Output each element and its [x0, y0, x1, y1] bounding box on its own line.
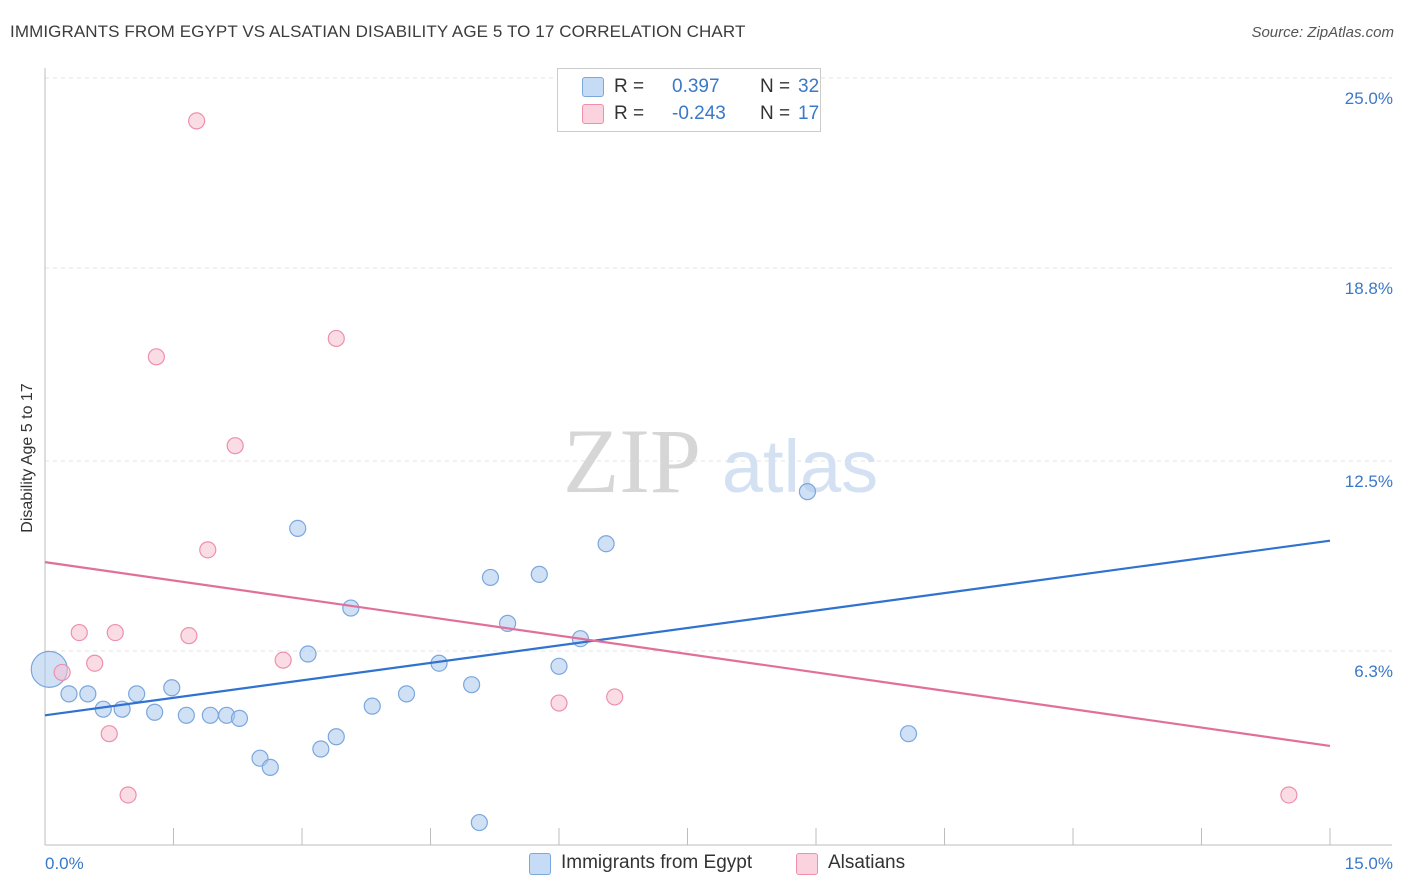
alsatian-point — [226, 437, 244, 455]
egypt-point — [342, 599, 360, 617]
alsatian-point — [147, 348, 165, 366]
egypt-point — [79, 685, 97, 703]
egypt-point — [550, 657, 568, 675]
legend-swatch-egypt — [529, 853, 551, 875]
egypt-point — [397, 685, 416, 703]
watermark: ZIP atlas — [563, 410, 878, 512]
alsatian-trend-line — [44, 561, 1331, 748]
n-label: N = — [760, 103, 791, 124]
egypt-point — [60, 685, 78, 703]
alsatian-point — [70, 623, 88, 642]
watermark-zip: ZIP — [563, 410, 701, 512]
egypt-point — [146, 703, 164, 721]
alsatian-point — [274, 651, 292, 669]
n-value: 32 — [798, 76, 820, 97]
egypt-point — [327, 728, 345, 746]
legend-swatch-alsatians — [796, 853, 818, 875]
alsatian-point — [1280, 786, 1298, 804]
grid-layer — [45, 77, 1392, 652]
legend-label-egypt: Immigrants from Egypt — [561, 852, 753, 873]
egypt-point — [177, 706, 195, 724]
stats-box: R = 0.397 N = 32 R = -0.243 N = 17 — [557, 68, 821, 132]
trend-layer — [44, 539, 1331, 748]
r-label: R = — [614, 103, 645, 124]
alsatian-point — [119, 786, 137, 804]
egypt-point — [163, 679, 181, 697]
egypt-point — [289, 519, 307, 538]
chart-title: IMMIGRANTS FROM EGYPT VS ALSATIAN DISABI… — [10, 22, 746, 41]
y-tick-label: 25.0% — [1345, 89, 1393, 108]
n-value: 17 — [798, 103, 820, 124]
egypt-point — [597, 535, 615, 553]
alsatian-point — [550, 694, 568, 712]
y-tick-label: 6.3% — [1354, 662, 1393, 681]
alsatian-point — [188, 112, 206, 130]
r-label: R = — [614, 76, 645, 97]
alsatian-point — [86, 654, 104, 672]
n-label: N = — [760, 76, 791, 97]
egypt-point — [798, 483, 817, 501]
tick-labels: 6.3% 12.5% 18.8% 25.0% 0.0% 15.0% — [45, 89, 1393, 873]
alsatian-point — [327, 329, 345, 348]
y-tick-label: 18.8% — [1345, 279, 1393, 298]
egypt-point — [899, 725, 918, 743]
egypt-point — [470, 813, 488, 832]
alsatian-point — [100, 725, 118, 743]
egypt-trend-line — [44, 539, 1331, 717]
alsatian-point — [106, 623, 124, 642]
egypt-point — [363, 697, 381, 715]
stats-swatch-egypt — [582, 77, 604, 97]
stats-swatch-alsatians — [582, 104, 604, 124]
egypt-point — [481, 568, 500, 587]
egypt-point — [128, 685, 146, 703]
egypt-point — [230, 709, 249, 727]
egypt-point — [312, 740, 330, 758]
x-tick-label: 15.0% — [1345, 854, 1393, 873]
alsatian-point — [53, 663, 71, 682]
egypt-point — [299, 645, 317, 663]
egypt-point — [201, 706, 219, 724]
x-tick-label: 0.0% — [45, 854, 84, 873]
alsatian-point — [180, 627, 198, 645]
r-value: -0.243 — [672, 103, 726, 124]
alsatian-point — [199, 541, 217, 559]
r-value: 0.397 — [672, 76, 720, 97]
egypt-point — [261, 758, 279, 777]
alsatian-point — [606, 688, 624, 706]
y-tick-label: 12.5% — [1345, 472, 1393, 491]
egypt-point — [463, 676, 481, 694]
egypt-point — [530, 565, 548, 583]
source-label: Source: ZipAtlas.com — [1251, 24, 1394, 41]
axis-layer — [44, 68, 1392, 846]
legend-label-alsatians: Alsatians — [828, 852, 906, 873]
